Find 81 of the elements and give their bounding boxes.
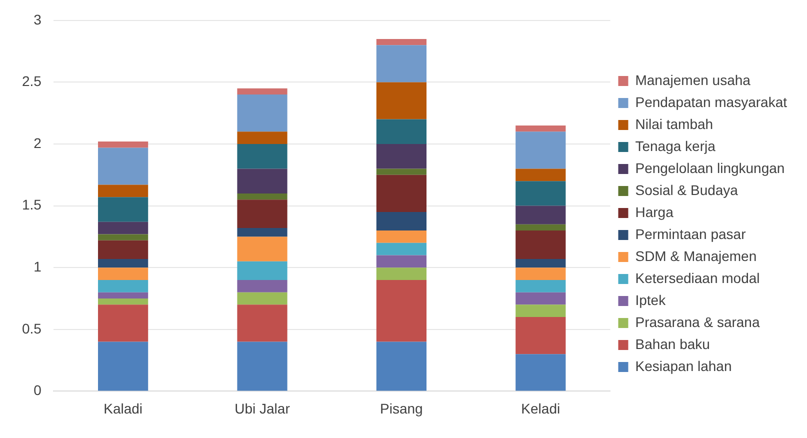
legend-label: Ketersediaan modal bbox=[635, 270, 760, 286]
bar bbox=[98, 197, 148, 222]
legend-label: Iptek bbox=[635, 292, 667, 308]
y-tick-label: 0.5 bbox=[22, 320, 42, 336]
bar bbox=[376, 119, 426, 144]
bar bbox=[516, 125, 566, 132]
legend-label: Sosial & Budaya bbox=[635, 182, 738, 198]
bar bbox=[376, 268, 426, 280]
bar bbox=[237, 200, 288, 228]
legend-label: Permintaan pasar bbox=[635, 226, 746, 242]
y-tick-label: 3 bbox=[34, 11, 42, 28]
bar bbox=[98, 148, 148, 185]
bar bbox=[237, 144, 288, 169]
bar bbox=[237, 168, 288, 194]
bar bbox=[376, 280, 426, 342]
bar bbox=[237, 132, 288, 144]
bar bbox=[237, 342, 288, 391]
bar bbox=[237, 280, 288, 292]
bar bbox=[516, 181, 566, 206]
bar bbox=[376, 255, 426, 268]
bar bbox=[98, 280, 148, 292]
legend-label: Kesiapan lahan bbox=[635, 358, 732, 374]
bar bbox=[516, 224, 566, 231]
bar bbox=[376, 342, 426, 391]
bar bbox=[237, 228, 288, 237]
bar bbox=[376, 144, 426, 169]
bar bbox=[98, 240, 148, 259]
bar bbox=[98, 234, 148, 240]
bar bbox=[516, 132, 566, 169]
bar bbox=[376, 45, 426, 82]
legend-label: Tenaga kerja bbox=[635, 138, 716, 154]
legend-label: Manajemen usaha bbox=[635, 72, 751, 88]
bar bbox=[237, 236, 288, 262]
y-tick-label: 0 bbox=[34, 382, 42, 398]
bar bbox=[516, 304, 566, 318]
bar bbox=[98, 142, 148, 148]
legend-label: Pendapatan masyarakat bbox=[635, 94, 788, 110]
y-tick-label: 1.5 bbox=[22, 196, 42, 213]
bar bbox=[376, 38, 426, 46]
bar bbox=[376, 174, 426, 212]
bar bbox=[376, 242, 426, 256]
legend-label: Harga bbox=[635, 204, 674, 220]
legend-label: Nilai tambah bbox=[635, 116, 714, 132]
bar bbox=[98, 184, 148, 198]
bar bbox=[98, 298, 148, 305]
bar bbox=[516, 292, 566, 305]
bar bbox=[98, 304, 148, 342]
bar bbox=[237, 193, 288, 200]
bar bbox=[376, 230, 426, 243]
x-tick-label: Ubi Jalar bbox=[234, 400, 290, 416]
bar bbox=[98, 342, 148, 391]
bar bbox=[516, 206, 566, 224]
legend-label: Pengelolaan lingkungan bbox=[635, 160, 785, 176]
bar bbox=[237, 94, 288, 132]
bar bbox=[237, 261, 288, 280]
x-tick-label: Keladi bbox=[521, 400, 560, 416]
bar bbox=[516, 317, 566, 354]
bar bbox=[98, 292, 148, 298]
legend-label: SDM & Manajemen bbox=[635, 248, 757, 264]
bar bbox=[98, 222, 148, 234]
bar bbox=[376, 82, 426, 120]
bar bbox=[237, 304, 288, 342]
y-tick-label: 1 bbox=[34, 258, 42, 274]
x-tick-label: Kaladi bbox=[104, 400, 143, 416]
bar bbox=[516, 230, 566, 259]
legend-label: Bahan baku bbox=[635, 336, 710, 352]
bar bbox=[516, 354, 566, 391]
x-tick-label: Pisang bbox=[380, 400, 423, 416]
bar bbox=[376, 168, 426, 175]
bar bbox=[98, 268, 148, 280]
bar bbox=[237, 292, 288, 305]
bar bbox=[98, 258, 148, 268]
y-tick-label: 2 bbox=[34, 134, 42, 151]
y-tick-label: 2.5 bbox=[22, 73, 42, 90]
bar bbox=[237, 88, 288, 95]
legend-label: Prasarana & sarana bbox=[635, 314, 760, 330]
bar bbox=[516, 168, 566, 182]
bar bbox=[516, 258, 566, 268]
bar bbox=[516, 280, 566, 292]
bar bbox=[376, 212, 426, 231]
bar bbox=[516, 268, 566, 280]
